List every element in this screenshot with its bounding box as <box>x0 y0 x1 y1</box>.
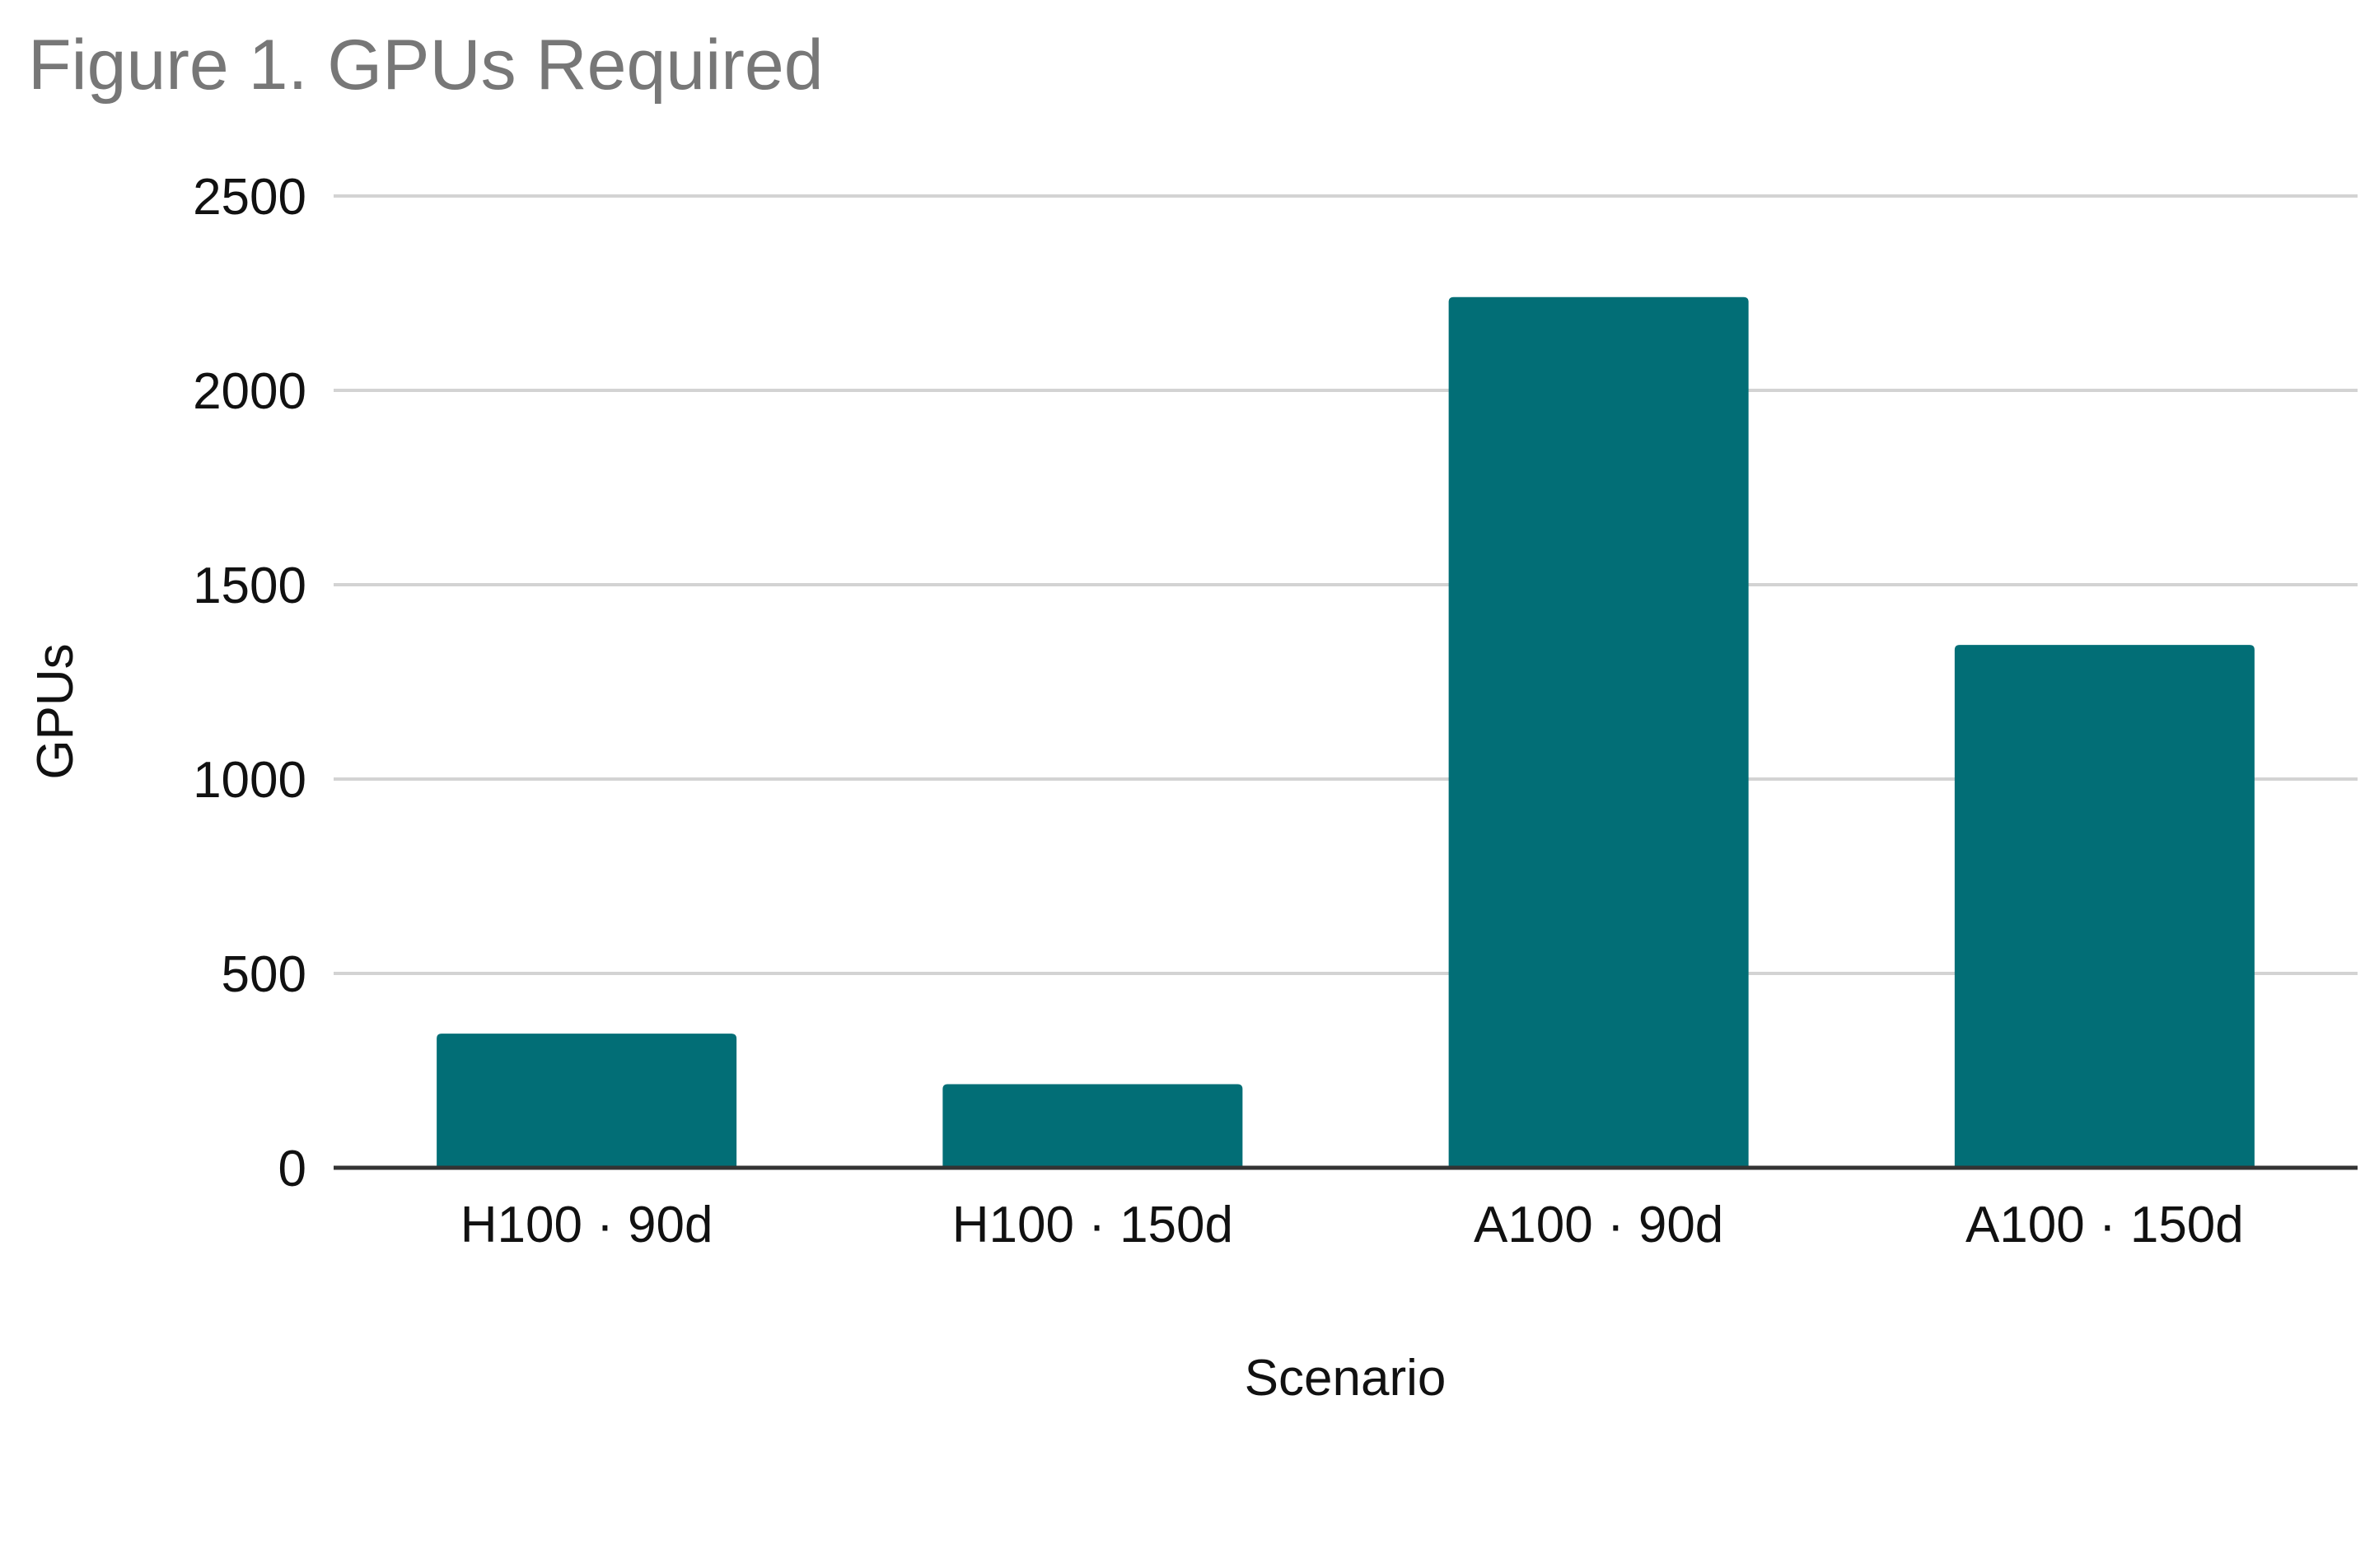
bar <box>1954 645 2255 1168</box>
bar <box>437 1034 737 1168</box>
y-tick-label: 2500 <box>193 169 306 226</box>
bars <box>437 296 2255 1169</box>
y-tick-label: 1000 <box>193 752 306 809</box>
y-tick-label: 500 <box>222 946 306 1003</box>
x-tick-label: A100 · 150d <box>1965 1197 2244 1253</box>
bar <box>1448 296 1749 1169</box>
y-axis-title: GPUs <box>27 643 84 779</box>
x-axis-title: Scenario <box>1245 1350 1447 1407</box>
y-tick-label: 2000 <box>193 363 306 420</box>
x-tick-label: H100 · 150d <box>952 1197 1233 1253</box>
y-axis-tick-labels: 0 500 1000 1500 2000 2500 <box>193 169 306 1197</box>
x-tick-label: A100 · 90d <box>1474 1197 1723 1253</box>
bar <box>942 1084 1243 1168</box>
x-axis-tick-labels: H100 · 90d H100 · 150d A100 · 90d A100 · 15… <box>460 1197 2244 1253</box>
y-tick-label: 1500 <box>193 558 306 614</box>
y-tick-label: 0 <box>278 1141 306 1197</box>
chart-title: Figure 1. GPUs Required <box>28 26 824 105</box>
x-tick-label: H100 · 90d <box>460 1197 713 1253</box>
